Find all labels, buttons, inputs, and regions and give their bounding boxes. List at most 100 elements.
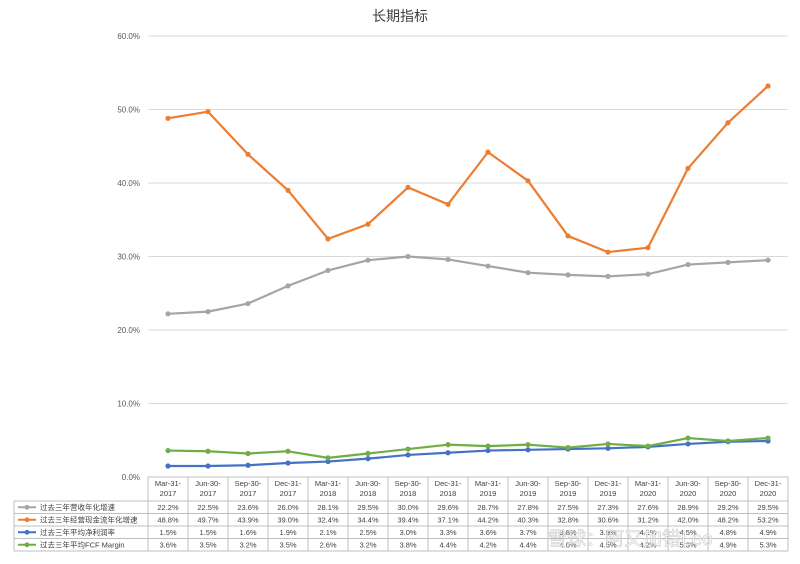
data-point [565, 445, 571, 451]
data-point [285, 283, 291, 289]
data-point [565, 233, 571, 239]
data-label: 3.6% [159, 541, 176, 550]
x-tick-label: 2017 [240, 489, 257, 498]
x-tick-label: 2019 [480, 489, 497, 498]
data-point [245, 151, 251, 157]
data-label: 29.6% [437, 503, 459, 512]
data-label: 3.5% [279, 541, 296, 550]
data-label: 28.1% [317, 503, 339, 512]
y-tick-label: 0.0% [122, 473, 140, 482]
y-tick-label: 30.0% [117, 253, 140, 262]
data-point [365, 456, 371, 462]
data-point [165, 115, 171, 121]
data-label: 34.4% [357, 516, 379, 525]
data-label: 27.6% [637, 503, 659, 512]
legend-swatch-marker [24, 517, 30, 523]
data-point [325, 267, 331, 274]
data-point [445, 256, 451, 263]
data-point [285, 187, 291, 193]
x-tick-label: 2019 [600, 489, 617, 498]
data-point [365, 257, 371, 263]
data-point [525, 447, 531, 453]
data-point [565, 272, 571, 278]
data-label: 3.0% [399, 528, 416, 537]
x-tick-label: Jun-30- [355, 479, 381, 488]
y-tick-label: 40.0% [117, 179, 140, 188]
data-label: 3.8% [399, 541, 416, 550]
data-point [685, 441, 691, 447]
data-point [685, 165, 691, 171]
data-point [245, 450, 251, 457]
series-lines [165, 83, 771, 469]
data-point [645, 245, 651, 251]
data-label: 3.3% [439, 528, 456, 537]
data-point [245, 300, 251, 307]
data-label: 27.5% [557, 503, 579, 512]
x-tick-label: 2019 [520, 489, 537, 498]
x-tick-label: Sep-30- [235, 479, 262, 488]
y-tick-label: 10.0% [117, 400, 140, 409]
data-point [325, 458, 331, 465]
y-axis: 0.0% 10.0% 20.0% 30.0% 40.0% 50.0% 60.0% [117, 32, 140, 482]
x-tick-label: Sep-30- [395, 479, 422, 488]
data-label: 29.2% [717, 503, 739, 512]
data-label: 3.5% [199, 541, 216, 550]
x-tick-label: Jun-30- [515, 479, 541, 488]
series-line [168, 439, 769, 468]
data-point [485, 443, 491, 449]
data-label: 22.5% [197, 503, 219, 512]
data-point [525, 270, 531, 276]
data-label: 29.5% [757, 503, 779, 512]
data-point [285, 448, 291, 454]
x-tick-label: Mar-31- [635, 479, 662, 488]
series-2 [165, 83, 771, 255]
data-label: 28.9% [677, 503, 699, 512]
series-4 [165, 435, 771, 461]
data-label: 22.2% [157, 503, 179, 512]
x-tick-label: Mar-31- [315, 479, 342, 488]
x-tick-label: 2018 [360, 489, 377, 498]
x-tick-label: 2020 [640, 489, 657, 498]
data-point [765, 257, 771, 263]
data-label: 4.2% [479, 541, 496, 550]
data-point [605, 441, 611, 447]
x-tick-label: Dec-31- [595, 479, 622, 488]
x-tick-label: 2018 [440, 489, 457, 498]
data-label: 2.1% [319, 528, 336, 537]
data-label: 39.4% [397, 516, 419, 525]
data-point [205, 463, 211, 469]
data-point [605, 445, 611, 451]
chart-title: 长期指标 [372, 8, 428, 24]
data-point [725, 120, 731, 126]
data-label: 1.5% [159, 528, 176, 537]
x-tick-label: Dec-31- [275, 479, 302, 488]
data-point [365, 450, 371, 457]
data-point [765, 435, 771, 441]
data-label: 49.7% [197, 516, 219, 525]
y-tick-label: 20.0% [117, 326, 140, 335]
x-tick-label: Jun-30- [195, 479, 221, 488]
data-label: 30.0% [397, 503, 419, 512]
data-label: 2.5% [359, 528, 376, 537]
data-label: 26.0% [277, 503, 299, 512]
data-point [165, 463, 171, 469]
y-tick-label: 60.0% [117, 32, 140, 41]
data-point [165, 447, 171, 454]
data-label: 3.9% [599, 528, 616, 537]
data-label: 37.1% [437, 516, 459, 525]
data-point [485, 263, 491, 269]
data-point [685, 435, 691, 441]
data-label: 4.9% [759, 528, 776, 537]
x-tick-label: 2020 [720, 489, 737, 498]
x-tick-label: 2020 [680, 489, 697, 498]
legend-label: 过去三年经营现金流年化增速 [40, 515, 138, 525]
x-tick-label: Mar-31- [475, 479, 502, 488]
data-point [485, 149, 491, 155]
data-label: 23.6% [237, 503, 259, 512]
x-tick-label: Jun-30- [675, 479, 701, 488]
data-point [245, 462, 251, 468]
data-label: 3.2% [239, 541, 256, 550]
data-point [285, 460, 291, 466]
legend-swatch-marker [24, 504, 30, 510]
data-point [605, 273, 611, 279]
